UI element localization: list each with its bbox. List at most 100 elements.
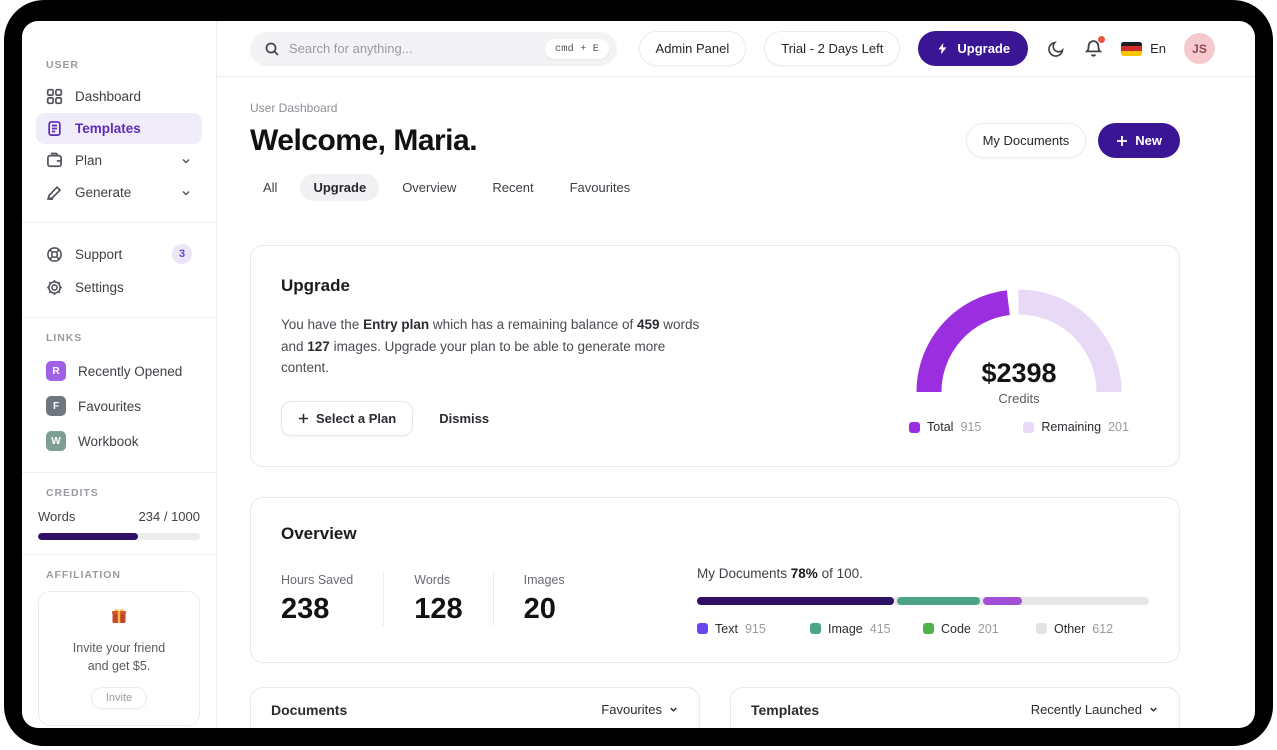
generate-pencil-icon	[46, 184, 63, 201]
templates-card: Templates Recently Launched Blog Post Ti…	[730, 686, 1180, 728]
trial-status-button[interactable]: Trial - 2 Days Left	[764, 31, 901, 66]
upgrade-button[interactable]: Upgrade	[918, 31, 1029, 66]
sidebar-item-support[interactable]: Support 3	[36, 237, 202, 271]
sidebar-section-user: USER	[46, 59, 79, 71]
documents-card-title: Documents	[271, 701, 348, 718]
notifications-button[interactable]	[1084, 36, 1106, 58]
search-icon	[264, 41, 280, 57]
sidebar-item-plan[interactable]: Plan	[36, 145, 202, 176]
usage-legend: Text 915 Image 415 Cod	[697, 622, 1149, 636]
sidebar-item-label: Templates	[75, 121, 141, 136]
affiliation-card: Invite your friend and get $5. Invite	[38, 591, 200, 727]
sidebar-item-label: Generate	[75, 185, 132, 200]
plus-icon	[1116, 135, 1128, 147]
bell-icon	[1084, 39, 1103, 58]
legend-other: Other 612	[1036, 622, 1149, 636]
legend-remaining: Remaining 201	[1023, 420, 1129, 434]
admin-panel-button[interactable]: Admin Panel	[638, 31, 747, 66]
sidebar-link-favourites[interactable]: F Favourites	[36, 389, 202, 423]
remaining-swatch	[1023, 421, 1035, 433]
tab-recent[interactable]: Recent	[479, 174, 546, 201]
affiliation-text: Invite your friend and get $5.	[72, 641, 166, 674]
support-badge: 3	[172, 244, 192, 264]
sidebar-link-recently-opened[interactable]: R Recently Opened	[36, 354, 202, 388]
sidebar-section-links: LINKS	[46, 332, 83, 344]
chevron-down-icon	[180, 187, 192, 199]
usage-caption: My Documents 78% of 100.	[697, 565, 863, 581]
legend-total: Total 915	[909, 420, 981, 434]
legend-code: Code 201	[923, 622, 1036, 636]
select-plan-button[interactable]: Select a Plan	[281, 400, 414, 436]
search-bar[interactable]: cmd + E	[250, 31, 617, 66]
sidebar-item-generate[interactable]: Generate	[36, 177, 202, 208]
recently-opened-badge: R	[46, 361, 66, 381]
sidebar-item-label: Recently Opened	[78, 363, 183, 379]
stat-images: Images 20	[492, 573, 595, 627]
sidebar-divider	[22, 554, 216, 555]
gauge-chart	[916, 289, 1122, 393]
dismiss-button[interactable]: Dismiss	[439, 410, 490, 426]
credits-value: 234 / 1000	[138, 509, 200, 524]
credits-progress-fill	[38, 533, 139, 540]
sidebar-item-settings[interactable]: Settings	[36, 272, 202, 303]
main-area: cmd + E Admin Panel Trial - 2 Days Left …	[217, 21, 1255, 728]
language-label: En	[1150, 41, 1166, 56]
dark-mode-toggle[interactable]	[1046, 39, 1066, 59]
credits-progress-track	[38, 533, 200, 540]
sidebar-divider	[22, 222, 216, 223]
sidebar: USER Dashboard Templates	[22, 21, 217, 728]
documents-filter-dropdown[interactable]: Favourites	[601, 702, 679, 717]
plus-icon	[298, 413, 309, 424]
stat-words: Words 128	[383, 573, 492, 627]
documents-usage: My Documents 78% of 100. Text 915	[697, 564, 1149, 636]
language-selector[interactable]: En	[1121, 41, 1166, 56]
device-frame: USER Dashboard Templates	[4, 0, 1273, 746]
templates-document-icon	[46, 120, 63, 137]
breadcrumb: User Dashboard	[250, 101, 338, 115]
usage-bar-segment	[697, 596, 894, 605]
overview-card: Overview Hours Saved 238 Words 128	[250, 496, 1180, 663]
sidebar-divider	[22, 317, 216, 318]
upgrade-card: Upgrade You have the Entry plan which ha…	[250, 245, 1180, 467]
templates-card-title: Templates	[751, 701, 820, 718]
sidebar-section-affiliation: AFFILIATION	[46, 569, 121, 581]
sidebar-divider	[22, 472, 216, 473]
gauge-label: Credits	[998, 391, 1040, 406]
tab-overview[interactable]: Overview	[389, 174, 469, 201]
app-window: USER Dashboard Templates	[22, 21, 1255, 728]
credits-gauge: $2398 Credits Total 915	[889, 276, 1149, 436]
templates-filter-dropdown[interactable]: Recently Launched	[1031, 702, 1159, 717]
lightning-icon	[936, 42, 949, 55]
tab-upgrade[interactable]: Upgrade	[300, 174, 380, 201]
page-title: Welcome, Maria.	[250, 123, 478, 157]
chevron-down-icon	[180, 155, 192, 167]
usage-bar-segment	[983, 596, 1022, 605]
documents-card: Documents Favourites Untitled Document i…	[250, 686, 700, 728]
support-lifebuoy-icon	[46, 246, 63, 263]
tab-all[interactable]: All	[250, 174, 290, 201]
chevron-down-icon	[1148, 704, 1159, 715]
my-documents-button[interactable]: My Documents	[965, 123, 1087, 158]
topbar: cmd + E Admin Panel Trial - 2 Days Left …	[217, 21, 1255, 77]
user-avatar[interactable]: JS	[1184, 33, 1215, 64]
invite-button[interactable]: Invite	[90, 687, 148, 710]
german-flag-icon	[1121, 41, 1143, 56]
usage-bar	[697, 596, 1149, 605]
new-button[interactable]: New	[1098, 123, 1180, 158]
upgrade-description: You have the Entry plan which has a rema…	[281, 317, 700, 376]
moon-icon	[1046, 39, 1066, 59]
favourites-badge: F	[46, 396, 66, 416]
sidebar-section-credits: CREDITS	[46, 487, 99, 499]
search-input[interactable]	[289, 41, 545, 56]
sidebar-item-dashboard[interactable]: Dashboard	[36, 81, 202, 112]
sidebar-item-label: Workbook	[78, 433, 139, 449]
sidebar-item-templates[interactable]: Templates	[36, 113, 202, 144]
sidebar-item-label: Settings	[75, 280, 124, 295]
tab-favourites[interactable]: Favourites	[557, 174, 644, 201]
overview-card-title: Overview	[281, 523, 357, 543]
stat-hours-saved: Hours Saved 238	[281, 573, 354, 626]
sidebar-item-label: Support	[75, 246, 123, 262]
tabs: All Upgrade Overview Recent Favourites	[250, 174, 1180, 201]
sidebar-item-label: Plan	[75, 153, 103, 168]
sidebar-link-workbook[interactable]: W Workbook	[36, 424, 202, 458]
